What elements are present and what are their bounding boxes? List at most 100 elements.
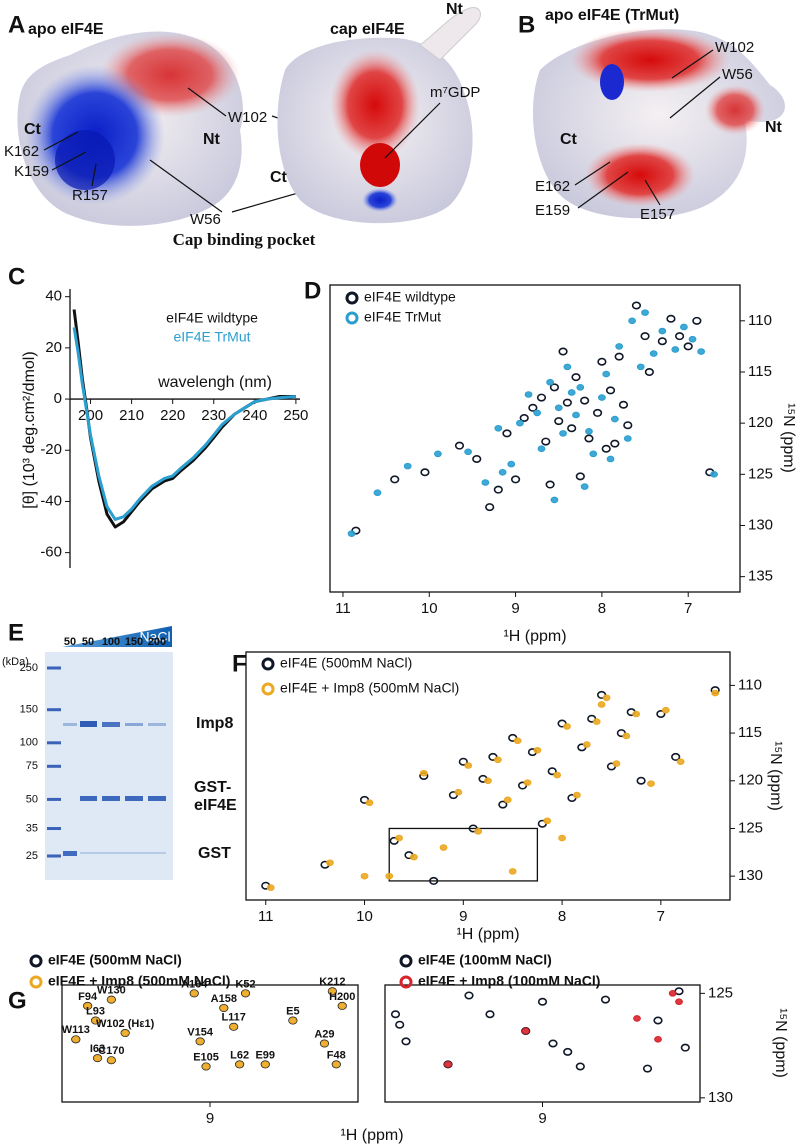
ladder-label: 250	[20, 662, 38, 674]
ladder-band	[47, 854, 61, 858]
nmr-peak	[494, 424, 503, 432]
nmr-peak	[589, 450, 598, 458]
band	[63, 723, 77, 726]
nmr-peak	[580, 396, 590, 405]
apo-structure	[17, 31, 244, 226]
y-axis-label: ¹⁵N (ppm)	[780, 403, 797, 473]
surface-patch	[585, 143, 695, 207]
nmr-peak	[549, 383, 560, 392]
terminus-label: Ct	[270, 169, 288, 186]
y-axis-label: ¹⁵N (ppm)	[767, 741, 784, 811]
y-tick-label: 20	[45, 339, 62, 356]
x-axis-label: ¹H (ppm)	[456, 926, 519, 943]
nmr-peak	[420, 468, 430, 477]
nmr-peak	[537, 445, 546, 453]
nmr-peak	[326, 859, 334, 867]
peak-label: W130	[97, 985, 126, 997]
band-label: Imp8	[196, 715, 233, 732]
ladder-label: 100	[20, 737, 38, 749]
nmr-peak	[219, 1004, 228, 1012]
nmr-peak	[328, 987, 337, 995]
panel-letter: C	[8, 263, 25, 290]
nmr-peak	[641, 309, 649, 316]
nmr-peak	[571, 373, 581, 382]
nmr-peak	[502, 429, 512, 438]
ladder-band	[47, 764, 61, 768]
y-tick-label: 130	[748, 516, 773, 533]
legend-label: eIF4E TrMut	[364, 309, 441, 325]
legend-label: eIF4E (500mM NaCl)	[280, 655, 412, 671]
legend-label: eIF4E wildtype	[364, 289, 456, 305]
gel	[45, 652, 173, 880]
ladder-label: 50	[26, 793, 38, 805]
nmr-peak	[266, 884, 275, 891]
nmr-peak	[485, 503, 495, 512]
nmr-peak	[395, 834, 404, 842]
band	[125, 796, 143, 801]
peak-label: A29	[314, 1028, 334, 1040]
y-axis-label: ¹⁵N (ppm)	[772, 1008, 789, 1078]
residue-label: E159	[535, 202, 570, 219]
nmr-peak	[554, 417, 564, 426]
nmr-peak	[508, 868, 517, 875]
nmr-peak	[241, 990, 250, 997]
surface-patch	[330, 50, 420, 160]
nmr-peak	[524, 391, 533, 398]
nmr-peak	[365, 799, 374, 807]
salt-gradient	[62, 626, 172, 647]
nmr-peak	[623, 435, 632, 442]
nmr-peak	[507, 460, 516, 468]
nmr-peak	[612, 760, 621, 767]
nmr-peak	[680, 1043, 690, 1052]
nmr-peak	[610, 439, 620, 448]
nmr-peak	[711, 689, 720, 697]
nmr-peak	[107, 1056, 116, 1064]
x-tick-label: 11	[258, 908, 274, 925]
y-tick-label: -20	[40, 441, 62, 458]
nmr-peak	[546, 378, 555, 386]
nmr-peak	[676, 758, 685, 765]
panel-letter: D	[304, 277, 321, 304]
plot-frame	[245, 651, 731, 901]
legend-label: eIF4E (500mM NaCl)	[48, 952, 182, 968]
nmr-peak	[558, 834, 566, 842]
nmr-peak	[464, 762, 473, 769]
nmr-peak	[661, 706, 670, 714]
nmr-peak	[521, 1027, 530, 1035]
y-tick-label: 125	[748, 465, 773, 482]
x-tick-label: 8	[598, 600, 606, 617]
nmr-peak	[563, 723, 571, 730]
y-tick-label: 115	[748, 363, 772, 380]
residue-label: W102	[228, 109, 267, 126]
y-tick-label: 125	[738, 819, 763, 836]
nmr-peak	[190, 990, 199, 997]
x-tick-label: 220	[160, 407, 185, 424]
panel-letter: F	[232, 650, 247, 677]
nmr-peak	[614, 352, 624, 361]
nmr-peak	[485, 1010, 495, 1019]
nmr-peak	[533, 746, 542, 754]
nmr-peak	[202, 1063, 210, 1070]
nmr-peak	[631, 301, 642, 310]
nmr-peak	[654, 1036, 662, 1043]
sample-bands	[63, 721, 166, 856]
legend-marker	[261, 682, 275, 696]
legend-label: eIF4E + Imp8 (500mM NaCl)	[48, 973, 230, 989]
nmr-peak	[332, 1061, 341, 1068]
band	[80, 852, 166, 854]
nmr-peak	[640, 332, 650, 341]
peak-label: E5	[286, 1005, 299, 1017]
nmr-peak	[592, 718, 601, 725]
lane-label: 100	[102, 636, 120, 648]
nmr-peak	[458, 757, 468, 766]
nmr-peak	[653, 1016, 663, 1025]
nmr-peak	[558, 347, 568, 356]
panel-letter: A	[8, 11, 25, 38]
legend-marker	[399, 975, 413, 989]
ladder-band	[47, 797, 61, 801]
nmr-peak	[493, 485, 503, 494]
surface-patch	[55, 130, 115, 190]
nmr-peak	[602, 694, 611, 702]
y-tick-label: 135	[748, 568, 773, 585]
y-tick-label: 120	[748, 414, 773, 431]
